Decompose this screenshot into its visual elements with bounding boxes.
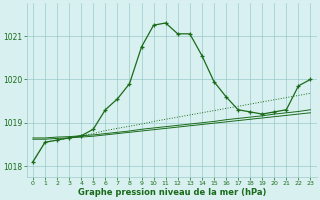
X-axis label: Graphe pression niveau de la mer (hPa): Graphe pression niveau de la mer (hPa) (77, 188, 266, 197)
